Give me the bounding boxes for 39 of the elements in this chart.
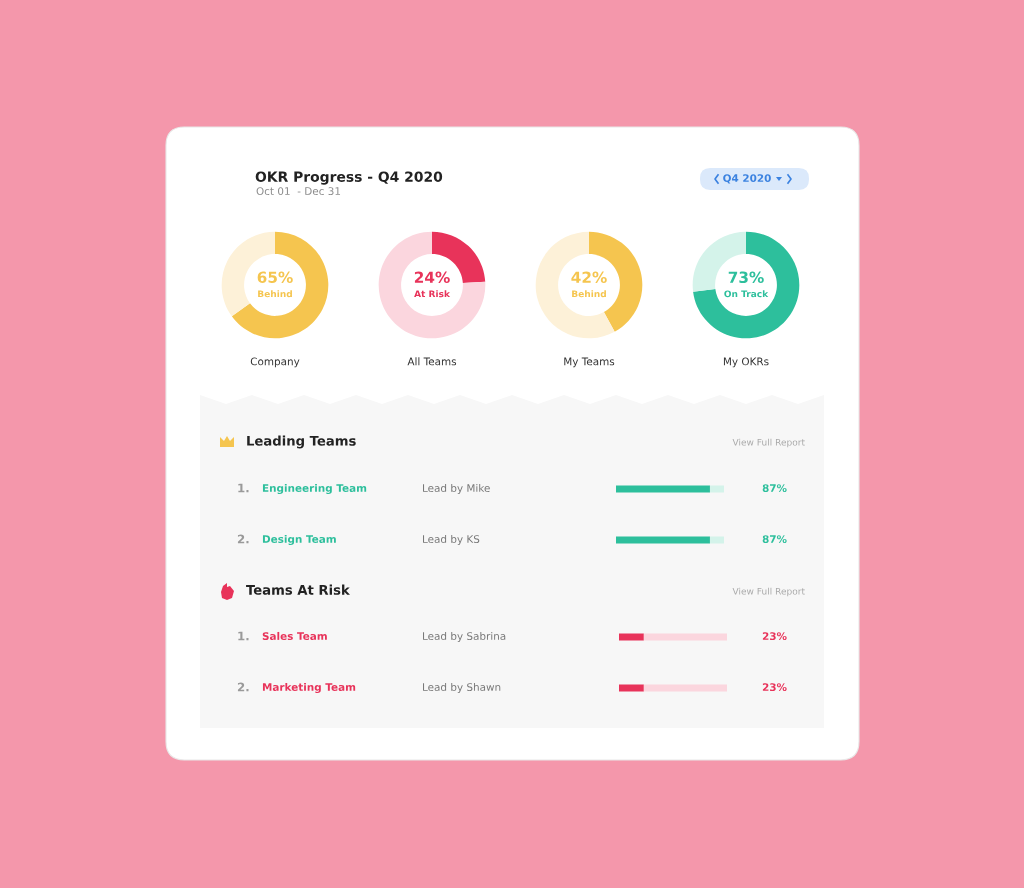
slice-label: On Track [724,290,769,298]
data-label: 42% [571,271,607,284]
data-label: 87% [762,484,787,493]
text: Leading Teams [247,435,356,449]
text: Lead by KS [423,534,480,546]
text: View Full Report [732,587,805,597]
slice-label: Behind [258,290,292,298]
text: Lead by Mike [423,483,490,495]
text: Oct 01 - Dec 31 [256,187,341,196]
y-tick-label: Marketing Team [262,682,356,694]
data-label: 23% [762,683,787,692]
text: Q4 2020 [723,174,771,184]
donut-slice [231,231,329,339]
text: Company [250,357,300,368]
data-label: 23% [762,632,787,641]
text: View Full Report [732,438,805,448]
text: Teams At Risk [246,584,350,595]
text: Lead by Sabrina [423,631,506,643]
text: 2. [237,534,249,544]
text: My Teams [564,357,615,368]
data-label: 24% [414,271,450,284]
text: Lead by Shawn [423,682,501,694]
text: OKR Progress - Q4 2020 [255,171,443,185]
text: 2. [237,682,249,692]
slice-label: Behind [572,290,606,298]
text: 1. [238,631,249,641]
data-label: 87% [762,535,787,544]
donut-slice [378,231,486,339]
donut-slice [693,231,800,339]
slice-label: At Risk [414,290,451,298]
y-tick-label: Sales Team [262,631,327,641]
y-tick-label: Engineering Team [262,483,367,495]
text: My OKRs [723,357,769,368]
y-tick-label: Design Team [262,534,336,546]
data-label: 73% [728,271,764,284]
data-label: 65% [257,271,293,284]
donut-slice [535,231,615,339]
text: 1. [238,483,249,493]
text: All Teams [407,357,457,366]
